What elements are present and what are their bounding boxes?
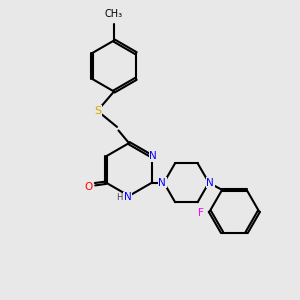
Text: N: N: [206, 178, 214, 188]
Text: F: F: [198, 208, 204, 218]
Text: S: S: [94, 106, 101, 116]
Text: H: H: [116, 194, 123, 202]
Text: N: N: [149, 151, 157, 161]
Text: N: N: [158, 178, 166, 188]
Text: O: O: [84, 182, 92, 192]
Text: CH₃: CH₃: [105, 10, 123, 20]
Text: N: N: [124, 192, 131, 203]
